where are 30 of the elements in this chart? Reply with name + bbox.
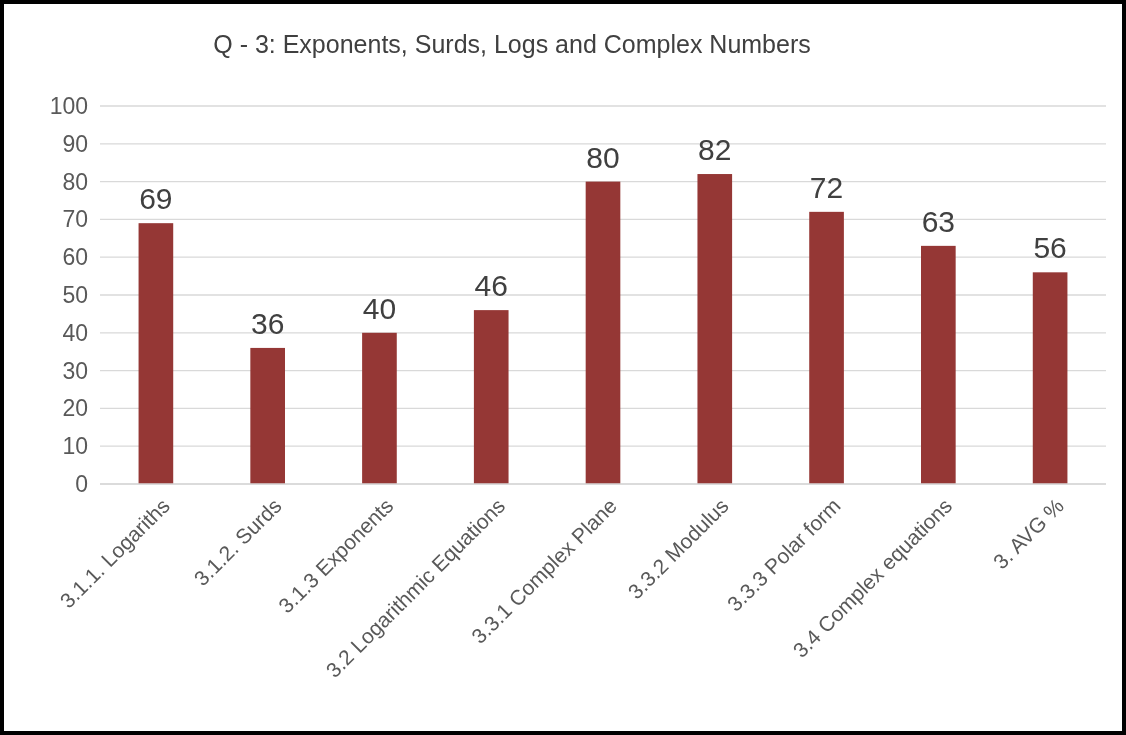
y-tick-label: 80 bbox=[62, 168, 88, 195]
data-label: 80 bbox=[586, 140, 620, 174]
bar bbox=[921, 245, 956, 484]
data-label: 56 bbox=[1033, 231, 1067, 265]
bar bbox=[473, 310, 509, 484]
bar bbox=[138, 223, 174, 484]
y-tick-label: 0 bbox=[75, 471, 88, 498]
y-tick-label: 70 bbox=[62, 206, 88, 233]
y-tick-label: 30 bbox=[62, 357, 88, 384]
y-tick-label: 50 bbox=[62, 282, 88, 309]
data-label: 36 bbox=[250, 306, 285, 340]
data-label: 63 bbox=[921, 204, 956, 238]
data-label: 46 bbox=[474, 269, 508, 303]
data-label: 72 bbox=[809, 170, 844, 204]
y-tick-label: 40 bbox=[62, 319, 88, 346]
bar bbox=[697, 174, 733, 484]
data-label: 82 bbox=[698, 133, 732, 167]
data-label: 69 bbox=[139, 182, 173, 216]
y-tick-label: 10 bbox=[62, 433, 88, 460]
bar bbox=[1032, 272, 1068, 484]
y-tick-label: 100 bbox=[49, 93, 88, 120]
y-tick-label: 90 bbox=[62, 130, 88, 157]
data-label: 40 bbox=[362, 291, 397, 325]
y-tick-label: 20 bbox=[62, 395, 88, 422]
bar bbox=[809, 211, 844, 484]
chart-title: Q - 3: Exponents, Surds, Logs and Complex Numbers bbox=[213, 30, 811, 58]
bar bbox=[250, 347, 285, 484]
bar bbox=[585, 181, 621, 484]
bar bbox=[362, 332, 397, 484]
y-tick-label: 60 bbox=[62, 244, 88, 271]
